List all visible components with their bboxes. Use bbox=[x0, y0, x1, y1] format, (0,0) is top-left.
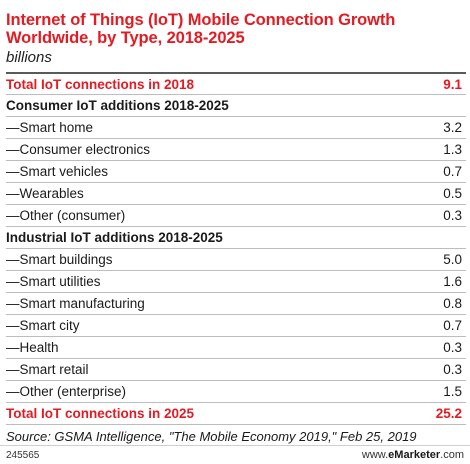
total-2018-value: 9.1 bbox=[443, 76, 462, 92]
row-value: 1.6 bbox=[443, 274, 462, 289]
row-value: 0.3 bbox=[443, 208, 462, 223]
sections-container: Consumer IoT additions 2018-2025 —Smart h… bbox=[6, 94, 466, 402]
row-value: 0.7 bbox=[443, 164, 462, 179]
total-2025-value: 25.2 bbox=[435, 406, 462, 421]
row-label: —Smart buildings bbox=[6, 252, 113, 267]
row-value: 1.3 bbox=[443, 142, 462, 157]
row-label: —Other (consumer) bbox=[6, 208, 126, 223]
row-value: 0.3 bbox=[443, 340, 462, 355]
row-label: —Wearables bbox=[6, 186, 84, 201]
table-row: —Other (enterprise) 1.5 bbox=[6, 380, 466, 402]
table-row: —Smart retail 0.3 bbox=[6, 358, 466, 380]
row-label: —Smart retail bbox=[6, 362, 89, 377]
brand-link[interactable]: www.eMarketer.com bbox=[362, 449, 464, 461]
total-2025-row: Total IoT connections in 2025 25.2 bbox=[6, 402, 466, 424]
row-label: —Smart city bbox=[6, 318, 80, 333]
brand-suffix: .com bbox=[440, 449, 464, 461]
row-label: —Other (enterprise) bbox=[6, 384, 127, 399]
row-label: —Smart home bbox=[6, 120, 94, 135]
row-value: 1.5 bbox=[443, 384, 462, 399]
row-value: 0.8 bbox=[443, 296, 462, 311]
row-value: 0.5 bbox=[443, 186, 462, 201]
row-label: —Smart utilities bbox=[6, 274, 101, 289]
row-label: —Smart vehicles bbox=[6, 164, 109, 179]
brand-name: eMarketer bbox=[388, 449, 441, 461]
data-table: Total IoT connections in 2018 9.1 Consum… bbox=[6, 72, 466, 447]
table-row: —Consumer electronics 1.3 bbox=[6, 138, 466, 160]
total-2025-label: Total IoT connections in 2025 bbox=[6, 406, 195, 421]
table-row: —Health 0.3 bbox=[6, 336, 466, 358]
section-header-label: Industrial IoT additions 2018-2025 bbox=[6, 230, 223, 245]
section-header-label: Consumer IoT additions 2018-2025 bbox=[6, 98, 229, 113]
table-row: —Smart utilities 1.6 bbox=[6, 270, 466, 292]
chart-title: Internet of Things (IoT) Mobile Connecti… bbox=[6, 11, 396, 47]
table-row: —Other (consumer) 0.3 bbox=[6, 204, 466, 226]
row-label: —Health bbox=[6, 340, 59, 355]
row-value: 0.7 bbox=[443, 318, 462, 333]
table-row: —Smart vehicles 0.7 bbox=[6, 160, 466, 182]
chart-subtitle: billions bbox=[6, 49, 52, 66]
row-value: 5.0 bbox=[443, 252, 462, 267]
row-label: —Smart manufacturing bbox=[6, 296, 145, 311]
brand-prefix: www. bbox=[361, 449, 389, 461]
total-2018-row: Total IoT connections in 2018 9.1 bbox=[6, 72, 466, 94]
table-row: —Smart city 0.7 bbox=[6, 314, 466, 336]
total-2018-label: Total IoT connections in 2018 bbox=[6, 76, 195, 92]
table-row: —Smart home 3.2 bbox=[6, 116, 466, 138]
row-label: —Consumer electronics bbox=[6, 142, 151, 157]
row-value: 3.2 bbox=[443, 120, 462, 135]
section-header: Industrial IoT additions 2018-2025 bbox=[6, 226, 466, 248]
table-row: —Wearables 0.5 bbox=[6, 182, 466, 204]
table-row: —Smart manufacturing 0.8 bbox=[6, 292, 466, 314]
footer: 245565 www.eMarketer.com bbox=[0, 445, 470, 464]
section-header: Consumer IoT additions 2018-2025 bbox=[6, 94, 466, 116]
row-value: 0.3 bbox=[443, 362, 462, 377]
source-text: Source: GSMA Intelligence, "The Mobile E… bbox=[6, 428, 417, 444]
chart-id: 245565 bbox=[6, 450, 40, 461]
source-note: Source: GSMA Intelligence, "The Mobile E… bbox=[6, 424, 466, 447]
table-row: —Smart buildings 5.0 bbox=[6, 248, 466, 270]
